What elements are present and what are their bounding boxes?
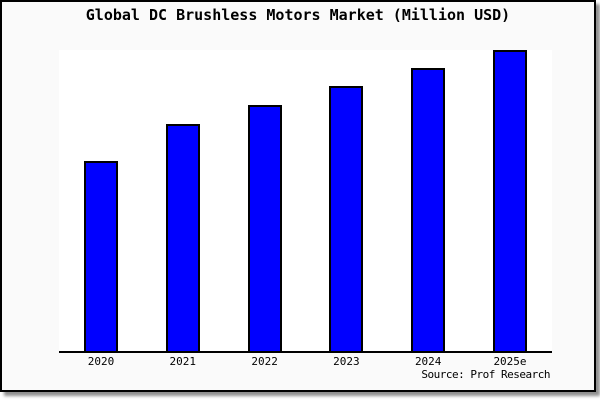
x-axis-label-2024: 2024 [414,355,442,368]
bar-2025e [493,50,527,351]
plot-area [59,50,552,353]
x-axis-label-2023: 2023 [333,355,360,368]
x-axis-label-2020: 2020 [87,355,115,368]
source-credit: Source: Prof Research [421,368,550,381]
bar-2021 [165,124,200,351]
x-axis-label-2025e: 2025e [493,355,527,368]
chart-title: Global DC Brushless Motors Market (Milli… [85,6,511,24]
x-axis-label-2022: 2022 [251,355,278,368]
x-axis-labels: 2020 2021 2022 2023 2024 2025e [59,355,552,371]
bar-2024 [411,68,446,351]
bar-2023 [329,86,364,351]
bar-2020 [84,161,118,351]
x-axis-label-2021: 2021 [169,355,197,368]
chart-frame: Global DC Brushless Motors Market (Milli… [0,0,596,392]
bar-2022 [247,105,282,351]
